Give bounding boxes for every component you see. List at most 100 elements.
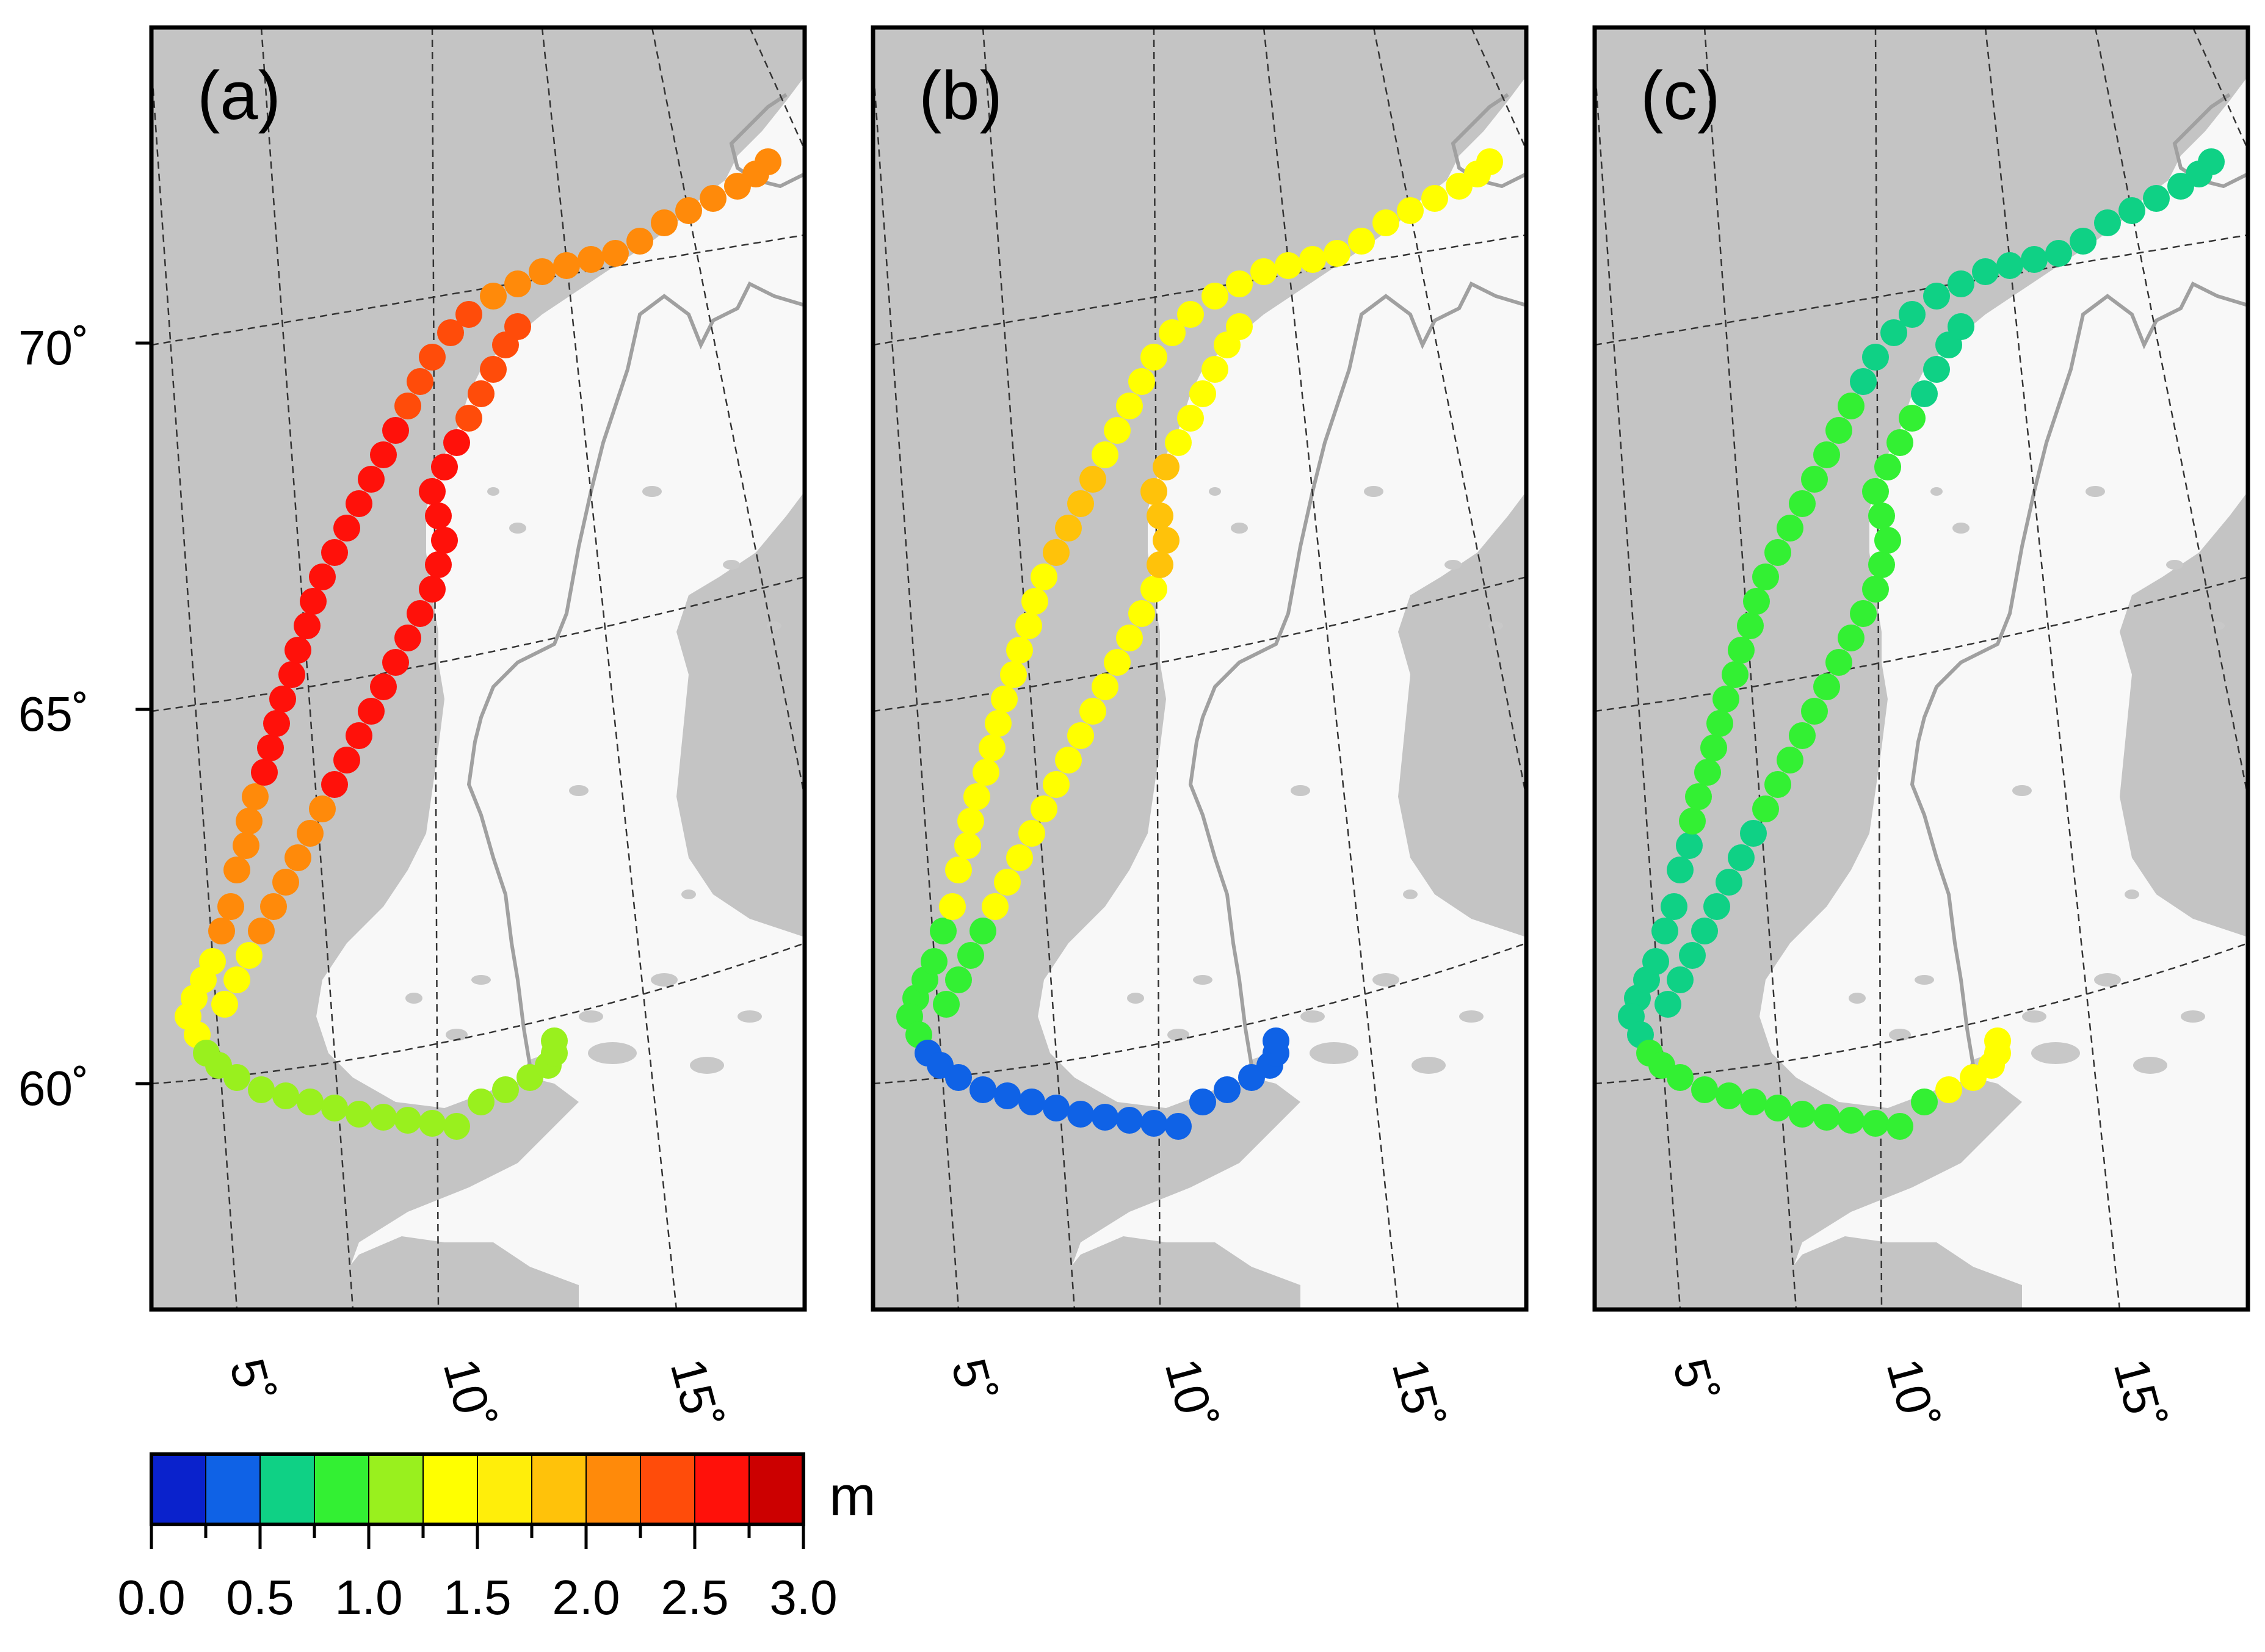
lon-label-10: 10˚ <box>433 1353 504 1435</box>
panel-label: (b) <box>919 57 1002 134</box>
station-dot <box>333 747 360 773</box>
lon-label-5: 5˚ <box>941 1353 1005 1409</box>
station-dot <box>1679 942 1706 969</box>
station-dot <box>1055 515 1082 542</box>
lake <box>2125 889 2139 899</box>
station-dot <box>1667 966 1694 993</box>
station-dot <box>300 588 327 615</box>
station-dot <box>1043 539 1070 566</box>
station-dot <box>1177 301 1204 328</box>
station-dot <box>272 1082 299 1109</box>
lake <box>1364 486 1383 497</box>
colorbar-label-3-0: 3.0 <box>769 1570 837 1625</box>
station-dot <box>1043 1095 1070 1121</box>
station-dot <box>1789 490 1816 517</box>
station-dot <box>651 209 678 236</box>
station-dot <box>1838 393 1865 419</box>
station-dot <box>242 783 269 810</box>
lake <box>1193 975 1212 985</box>
station-dot <box>1201 356 1228 383</box>
station-dot <box>236 808 263 835</box>
lon-label-15: 15˚ <box>1382 1353 1453 1435</box>
colorbar-swatch <box>640 1454 695 1524</box>
colorbar-swatch <box>695 1454 749 1524</box>
station-dot <box>1838 1107 1865 1134</box>
lat-label-60: 60˚ <box>18 1061 89 1115</box>
station-dot <box>346 1101 372 1128</box>
station-dot <box>1116 1107 1143 1134</box>
station-dot <box>1706 710 1733 737</box>
station-dot <box>1250 258 1277 285</box>
station-dot <box>1104 417 1131 444</box>
station-dot <box>969 918 996 944</box>
station-dot <box>1740 1089 1767 1115</box>
station-dot <box>1789 1101 1816 1128</box>
station-dot <box>1874 454 1901 480</box>
station-dot <box>985 710 1012 737</box>
station-dot <box>223 966 250 993</box>
station-dot <box>1055 747 1082 773</box>
station-dot <box>1752 563 1779 590</box>
panel-label: (a) <box>197 57 281 134</box>
station-dot <box>1691 918 1718 944</box>
station-dot <box>700 185 727 212</box>
station-dot <box>1813 441 1840 468</box>
colorbar-swatch <box>423 1454 477 1524</box>
lake <box>1291 785 1310 796</box>
station-dot <box>939 893 966 920</box>
station-dot <box>443 1113 470 1140</box>
colorbar-label-1-5: 1.5 <box>443 1570 511 1625</box>
lake <box>569 785 589 796</box>
station-dot <box>982 893 1009 920</box>
station-dot <box>394 1107 421 1134</box>
station-dot <box>370 1104 397 1131</box>
station-dot <box>933 991 960 1018</box>
station-dot <box>945 857 972 883</box>
station-dot <box>994 869 1021 896</box>
station-dot <box>480 356 507 383</box>
station-dot <box>370 441 397 468</box>
lon-label-10: 10˚ <box>1877 1353 1948 1435</box>
station-dot <box>1862 344 1889 371</box>
lake <box>509 523 526 534</box>
station-dot <box>1263 1027 1289 1054</box>
station-dot <box>455 301 482 328</box>
lake <box>471 975 491 985</box>
station-dot <box>1703 893 1730 920</box>
figure: (a) (b) (c) 70˚ 65˚ 60˚ 5˚ 10˚ <box>0 0 2265 1652</box>
station-dot <box>1226 270 1253 297</box>
station-dot <box>1092 1104 1118 1131</box>
station-dot <box>994 1082 1021 1109</box>
station-dot <box>443 429 470 456</box>
station-dot <box>1654 991 1681 1018</box>
colorbar-swatch <box>532 1454 586 1524</box>
colorbar-ticks <box>151 1524 803 1549</box>
station-dot <box>1743 588 1770 615</box>
station-dot <box>1700 734 1727 761</box>
station-dot <box>419 1110 446 1137</box>
lon-label-5: 5˚ <box>220 1353 283 1409</box>
lake <box>1459 1010 1484 1023</box>
colorbar-unit: m <box>829 1465 876 1527</box>
station-dot <box>1789 722 1816 749</box>
station-dot <box>991 686 1018 712</box>
station-dot <box>419 576 446 603</box>
lake <box>1412 1057 1446 1074</box>
station-dot <box>963 783 990 810</box>
station-dot <box>1813 1104 1840 1131</box>
station-dot <box>1140 478 1167 505</box>
station-dot <box>2045 240 2072 267</box>
station-dot <box>223 1064 250 1091</box>
station-dot <box>1140 344 1167 371</box>
station-dot <box>1667 857 1694 883</box>
station-dot <box>1752 795 1779 822</box>
station-dot <box>1006 637 1033 664</box>
station-dot <box>2094 209 2121 236</box>
colorbar-label-1-0: 1.0 <box>335 1570 402 1625</box>
colorbar: m 0.0 0.5 1.0 1.5 2.0 2.5 3.0 <box>117 1454 875 1625</box>
lake <box>405 993 422 1004</box>
station-dot <box>199 948 226 975</box>
station-dot <box>1214 1076 1241 1103</box>
longitude-axis-c: 5˚ 10˚ 15˚ <box>1663 1353 2175 1435</box>
station-dot <box>425 502 452 529</box>
